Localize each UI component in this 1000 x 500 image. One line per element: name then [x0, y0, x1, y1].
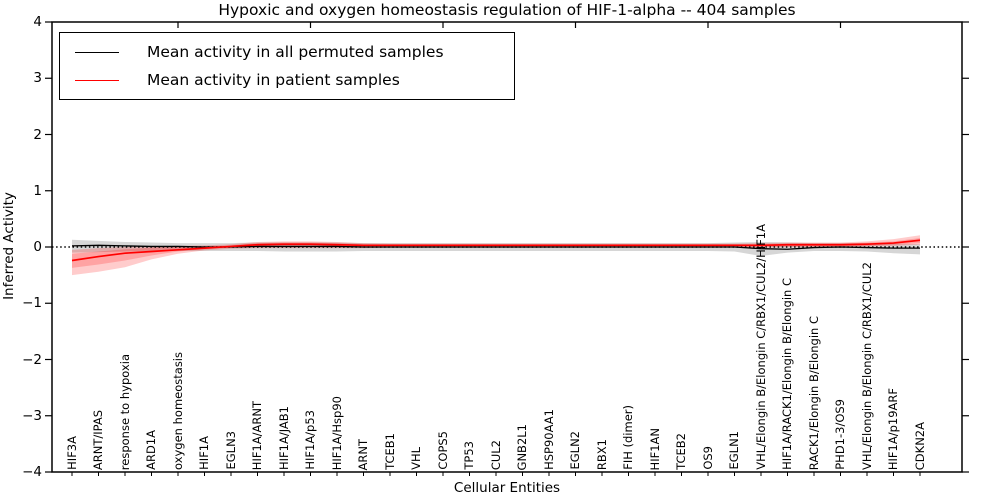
x-category-label: RBX1 [594, 438, 609, 470]
x-category-label: HIF1A/p53 [303, 410, 317, 470]
x-category-label: ARD1A [144, 430, 158, 470]
x-category-label: CUL2 [488, 439, 503, 470]
x-category-label: GNB2L1 [515, 423, 529, 470]
x-category-label: HIF3A [64, 436, 79, 470]
y-tick-label: −1 [22, 295, 42, 312]
x-category-label: EGLN1 [727, 431, 741, 470]
x-category-label: HIF1A/ARNT [250, 400, 264, 470]
x-category-label: COPS5 [435, 431, 450, 470]
y-tick-label: 0 [33, 239, 42, 255]
y-tick-label: −2 [22, 351, 42, 368]
y-tick-label: 3 [33, 70, 42, 87]
x-category-label: HIF1A/Hsp90 [329, 395, 344, 470]
x-category-label: HIF1A/RACK1/Elongin B/Elongin C [780, 278, 794, 470]
x-category-label: HIF1A [197, 436, 211, 470]
x-category-label: EGLN2 [568, 431, 582, 470]
plot-frame [51, 21, 963, 473]
x-category-label: TCEB2 [674, 433, 688, 470]
x-category-label: HIF1A/p19ARF [886, 387, 900, 470]
x-category-label: response to hypoxia [117, 353, 132, 470]
patient-std-band-inner [72, 238, 920, 268]
x-category-label: HIF1AN [647, 427, 662, 470]
x-category-label: ARNT [356, 438, 370, 471]
patient-mean-line [71, 239, 921, 262]
x-category-label: HSP90AA1 [541, 409, 556, 470]
x-category-label: TP53 [462, 441, 476, 470]
x-category-label: oxygen homeostasis [170, 352, 185, 470]
x-category-label: PHD1-3/OS9 [833, 399, 847, 470]
y-tick-label: −4 [22, 464, 42, 480]
legend-label-patient: Mean activity in patient samples [147, 71, 400, 89]
x-category-label: EGLN3 [223, 431, 238, 470]
x-category-label: HIF1A/JAB1 [276, 406, 291, 470]
legend: Mean activity in all permuted samples Me… [59, 32, 515, 100]
x-category-label: RACK1/Elongin B/Elongin C [806, 315, 821, 470]
x-category-label: VHL/Elongin B/Elongin C/RBX1/CUL2/HIF1A [753, 224, 768, 470]
plot-area [45, 21, 969, 476]
x-category-label: CDKN2A [912, 421, 927, 470]
x-category-label: VHL/Elongin B/Elongin C/RBX1/CUL2 [859, 261, 874, 470]
legend-line-patient-icon [75, 79, 119, 81]
legend-line-permuted-icon [75, 51, 119, 53]
x-category-label: OS9 [700, 446, 715, 470]
legend-item-permuted: Mean activity in all permuted samples [60, 38, 514, 66]
x-category-label: ARNT/IPAS [91, 409, 105, 470]
x-category-label: FIH (dimer) [621, 405, 635, 470]
x-category-label: VHL [409, 447, 423, 470]
legend-item-patient: Mean activity in patient samples [60, 66, 514, 94]
chart-title: Hypoxic and oxygen homeostasis regulatio… [218, 1, 796, 19]
x-axis-label: Cellular Entities [453, 480, 561, 496]
legend-label-permuted: Mean activity in all permuted samples [147, 43, 444, 61]
y-tick-label: 1 [33, 182, 42, 199]
x-category-label: TCEB1 [382, 433, 397, 470]
y-tick-label: 4 [33, 14, 42, 30]
patient-std-band-outer [72, 235, 920, 276]
y-tick-label: −3 [22, 407, 42, 424]
y-tick-label: 2 [33, 126, 42, 143]
